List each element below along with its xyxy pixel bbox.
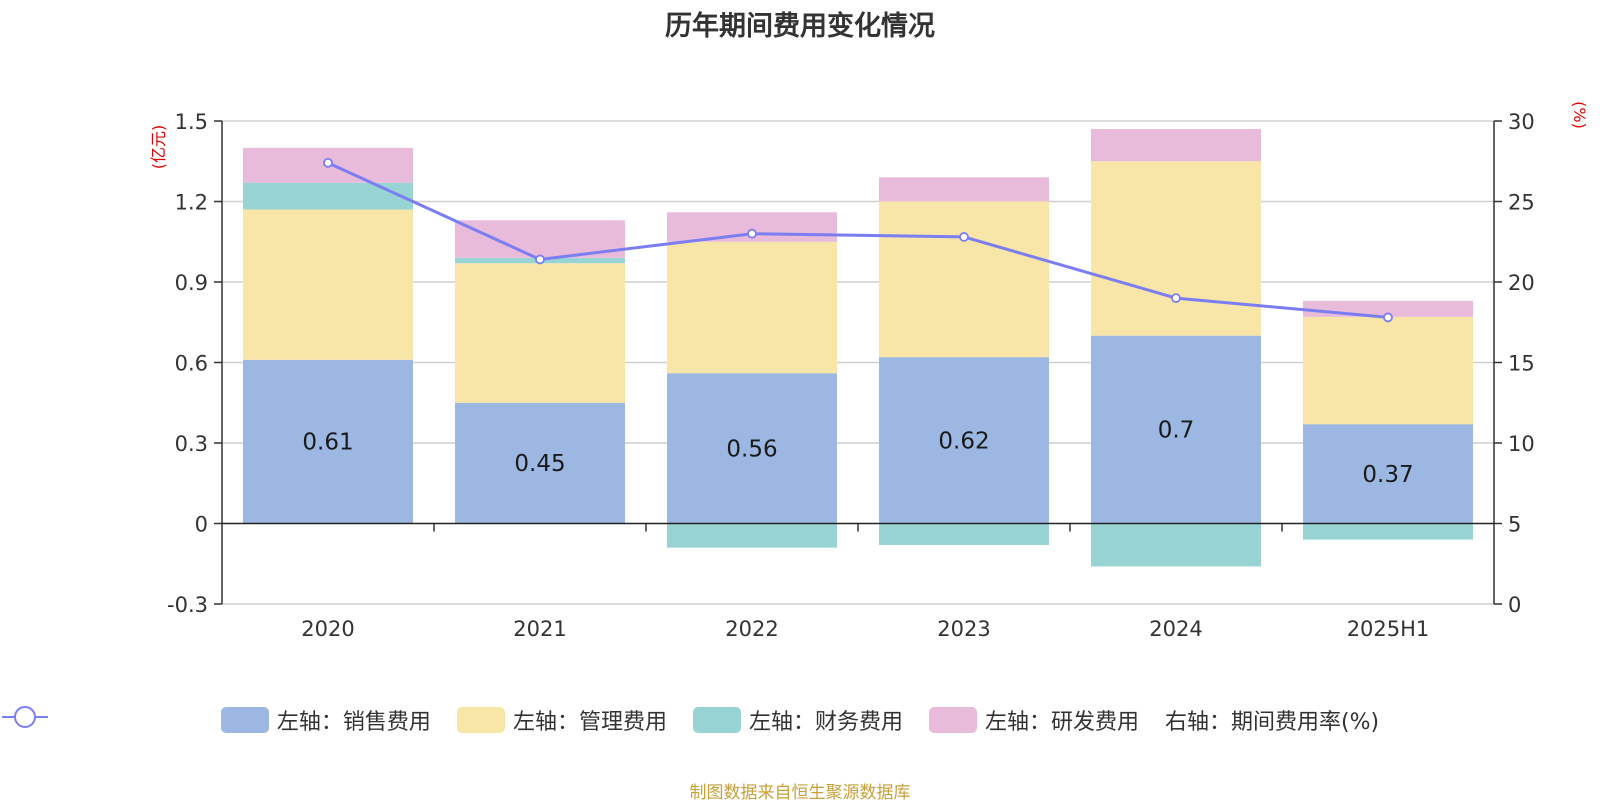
sales-data-label: 0.61 [302,430,353,456]
rate-point [747,228,757,239]
chart-title: 历年期间费用变化情况 [665,11,935,42]
left-tick-label: 0.9 [175,271,208,295]
bar-admin-2024 [1091,161,1261,336]
left-tick-label: -0.3 [167,593,208,617]
legend-item-finance[interactable]: 左轴：财务费用 [692,704,903,736]
right-tick-label: 10 [1508,432,1535,456]
left-tick-label: 0.3 [175,432,208,456]
sales-data-label: 0.45 [514,451,565,477]
bar-rd-2023 [879,177,1049,202]
left-tick-label: 1.5 [175,110,208,134]
right-tick-label: 5 [1508,513,1521,537]
bar-finance-2022 [667,523,837,548]
stacked-bars [243,129,1473,567]
legend-item-rd[interactable]: 左轴：研发费用 [928,704,1139,736]
legend-label: 左轴：管理费用 [512,710,667,735]
bar-admin-2023 [879,201,1049,358]
rate-line-series [323,157,1393,323]
legend-label: 左轴：销售费用 [276,710,431,735]
rate-point [1171,293,1181,304]
x-tick-label: 2020 [301,617,354,641]
left-tick-label: 1.2 [175,191,208,215]
bar-sales-2020 [243,359,413,524]
legend-line-marker [14,706,36,728]
rate-point [535,254,545,265]
bar-sales-2025H1 [1303,424,1473,524]
bar-sales-2022 [667,373,837,524]
left-axis-unit: (亿元) [149,125,168,170]
right-tick-label: 20 [1508,271,1535,295]
left-tick-label: 0 [195,513,208,537]
gridlines [222,120,1494,605]
legend-swatch [220,707,269,733]
legend-item-rate[interactable]: 右轴：期间费用率(%) [2,704,1380,736]
data-source-note: 制图数据来自恒生聚源数据库 [689,783,911,803]
legend-item-admin[interactable]: 左轴：管理费用 [456,704,667,736]
left-tick-label: 0.6 [175,352,208,376]
bar-finance-2023 [879,523,1049,545]
rate-line [327,161,1389,319]
right-tick-label: 30 [1508,110,1535,134]
bar-sales-2024 [1091,335,1261,524]
bar-sales-2021 [455,402,625,524]
legend-label: 左轴：财务费用 [748,710,903,735]
legend-label: 右轴：期间费用率(%) [1164,710,1380,735]
right-tick-label: 0 [1508,593,1521,617]
legend-swatch [692,707,741,733]
x-tick-label: 2022 [725,617,778,641]
legend: 左轴：销售费用 左轴：管理费用 左轴：财务费用 左轴：研发费用 右轴：期间费用率(%) [0,704,1600,736]
bar-finance-2020 [243,182,413,210]
legend-line-swatch [2,706,48,728]
rate-point [323,157,333,168]
legend-swatch [928,707,977,733]
legend-swatch [456,707,505,733]
sales-data-label: 0.37 [1362,462,1413,488]
period-expense-chart: -0.3 0 0.3 0.6 0.9 1.2 1.5 0 5 10 15 20 25 30 2020 2021… [149,101,1589,641]
right-tick-label: 25 [1508,191,1535,215]
data-labels: 0.61 0.45 0.56 0.62 0.7 0.37 [302,418,1413,488]
right-tick-label: 15 [1508,352,1535,376]
legend-label: 左轴：研发费用 [984,710,1139,735]
rate-point [1383,312,1393,323]
bar-finance-2024 [1091,523,1261,567]
axes: -0.3 0 0.3 0.6 0.9 1.2 1.5 0 5 10 15 20 25 30 2020 2021… [167,110,1535,641]
x-tick-label: 2025H1 [1347,617,1430,641]
x-tick-label: 2021 [513,617,566,641]
bar-admin-2021 [455,263,625,403]
bar-admin-2022 [667,241,837,374]
legend-item-sales[interactable]: 左轴：销售费用 [220,704,431,736]
bar-sales-2023 [879,357,1049,524]
sales-data-label: 0.62 [938,428,989,454]
x-tick-label: 2024 [1149,617,1202,641]
bar-rd-2024 [1091,129,1261,162]
sales-data-label: 0.56 [726,436,777,462]
sales-data-label: 0.7 [1158,418,1195,444]
bar-finance-2025H1 [1303,523,1473,540]
x-tick-label: 2023 [937,617,990,641]
bar-admin-2025H1 [1303,316,1473,425]
rate-point [959,232,969,242]
bar-admin-2020 [243,209,413,360]
right-axis-unit: (%) [1570,101,1589,129]
